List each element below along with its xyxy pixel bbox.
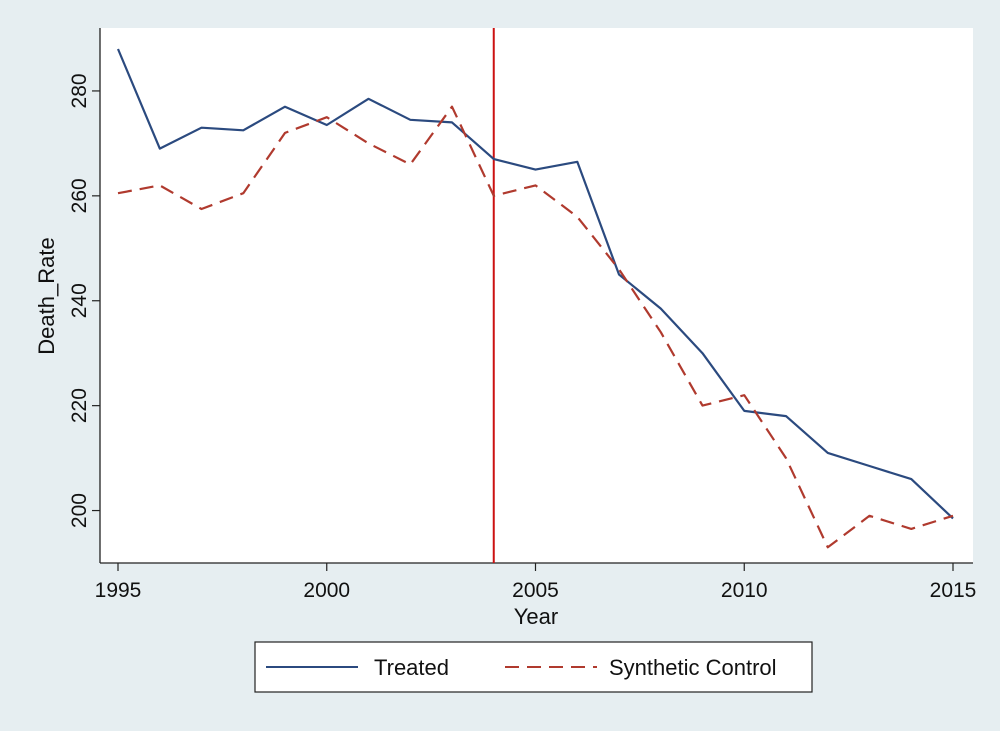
x-tick-label: 2010 [721,579,768,602]
y-tick-label: 260 [68,178,91,213]
x-tick-label: 1995 [95,579,142,602]
series-line-synthetic-control [117,105,954,549]
y-axis-ticks: 200 220 240 260 280 [68,73,100,528]
series-group [116,48,954,549]
x-tick-label: 2000 [303,579,350,602]
series-line-treated [116,48,954,520]
x-axis-ticks: 1995 2000 2005 2010 2015 [95,563,977,602]
x-tick-label: 2015 [930,579,977,602]
y-tick-label: 220 [68,388,91,423]
legend: Treated Synthetic Control [254,641,813,693]
plot-area [100,28,973,563]
y-axis-title: Death_Rate [34,237,59,354]
x-tick-label: 2005 [512,579,559,602]
y-tick-label: 200 [68,493,91,528]
legend-label-treated: Treated [374,655,449,680]
y-tick-label: 280 [68,73,91,108]
y-tick-label: 240 [68,283,91,318]
legend-label-synthetic-control: Synthetic Control [609,655,777,680]
x-axis-title: Year [514,604,558,629]
